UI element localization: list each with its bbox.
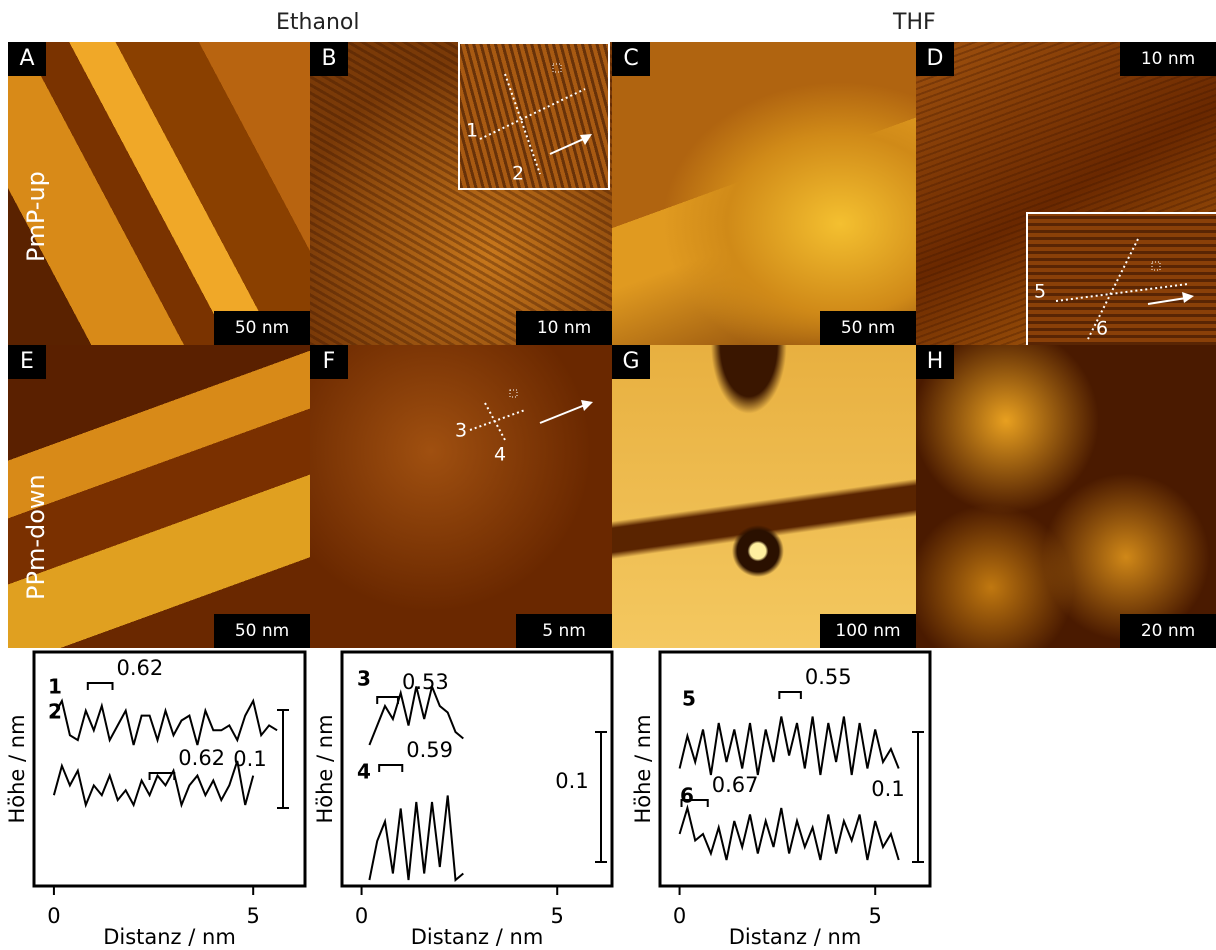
trace-label: 1 [48,675,62,699]
inset-overlay: 5 6 [1034,238,1194,340]
line-label: 4 [494,444,506,466]
profile-line [479,88,586,140]
profile-trace [368,683,464,746]
period-label: 0.67 [712,773,759,797]
inset: 1 2 [458,42,610,190]
inset: 5 6 [1026,212,1216,345]
line-label: 5 [1034,281,1046,303]
period-bracket [778,691,802,699]
row-label: PmP-up [22,171,50,262]
arrow-head [580,134,592,145]
plot-frame [32,650,307,888]
inset-overlay: 1 2 [466,63,592,185]
line-label: 6 [1096,318,1108,340]
x-tick-label: 5 [869,904,882,928]
profile-line [469,409,526,431]
row-label: PPm-down [22,474,50,600]
x-axis-label: Distanz / nm [411,925,544,949]
unit-cell [509,389,518,398]
column-header: Ethanol [276,10,360,35]
profile-line [1055,283,1189,302]
x-tick-label: 0 [673,904,686,928]
period-bracket [680,799,709,807]
y-axis-label: Höhe / nm [313,714,337,823]
arrow-head [1182,292,1194,303]
stm-image: B 10 nm 1 2 [310,42,612,345]
scale-label: 50 nm [214,311,310,345]
x-tick-label: 5 [551,904,564,928]
panel-label: F [310,345,348,379]
panel-label: D [916,42,954,76]
line-label: 2 [512,163,524,185]
trace-label: 5 [682,687,696,711]
period-label: 0.53 [402,670,449,694]
stm-image: G 100 nm [612,345,916,648]
arrow [539,404,586,424]
profile-trace [53,698,278,746]
profile-line [504,73,541,175]
profile-line [1087,238,1139,340]
x-axis-label: Distanz / nm [103,925,236,949]
panel-label: B [310,42,348,76]
inset-overlay: 3 4 [455,389,593,466]
scale-bar-label: 0.1 [555,769,588,793]
period-bracket [378,764,404,772]
profile-trace [678,804,900,861]
panel-label: A [8,42,46,76]
scale-label: 10 nm [1120,42,1216,76]
panel-label: E [8,345,46,379]
line-label: 1 [466,120,478,142]
arrow [1147,297,1187,305]
trace-label: 3 [357,667,371,691]
profile-trace [52,760,255,809]
scale-bar-label: 0.1 [871,777,904,801]
x-tick-label: 0 [47,904,60,928]
column-header: THF [893,10,936,35]
x-tick-label: 0 [355,904,368,928]
x-tick-label: 5 [247,904,260,928]
arrow-head [581,400,593,411]
plot-frame [340,650,614,888]
stm-image: H 20 nm [916,345,1216,648]
unit-cell [1151,261,1161,271]
x-axis-label: Distanz / nm [729,925,862,949]
plot-frame [658,650,932,888]
scale-label: 100 nm [820,614,916,648]
panel-label: H [916,345,954,379]
y-axis-label: Höhe / nm [631,714,655,823]
stm-image: E 50 nm [8,345,310,648]
arrow [549,136,589,155]
line-label: 3 [455,420,467,442]
stm-image: F 5 nm 3 4 [310,345,612,648]
stm-image: C 50 nm [612,42,916,345]
period-label: 0.59 [406,738,453,762]
profile-trace [678,716,900,776]
profile-trace [368,795,464,882]
scale-label: 5 nm [516,614,612,648]
trace-label: 4 [357,760,371,784]
period-bracket [376,696,399,704]
period-label: 0.62 [117,656,164,680]
scale-bar-label: 0.1 [233,747,266,771]
scale-label: 50 nm [214,614,310,648]
scale-label: 50 nm [820,311,916,345]
period-bracket [86,682,114,690]
trace-label: 6 [680,784,694,808]
panel-label: C [612,42,650,76]
period-label: 0.62 [178,746,225,770]
period-bracket [148,772,176,780]
panel-label: G [612,345,650,379]
period-label: 0.55 [805,665,852,689]
y-axis-label: Höhe / nm [5,714,29,823]
scale-label: 20 nm [1120,614,1216,648]
trace-label: 2 [48,700,62,724]
profile-line [484,402,506,441]
scale-label: 10 nm [516,311,612,345]
stm-image: D 10 nm 5 6 [916,42,1216,345]
unit-cell [552,63,562,73]
stm-image: A 50 nm [8,42,310,345]
